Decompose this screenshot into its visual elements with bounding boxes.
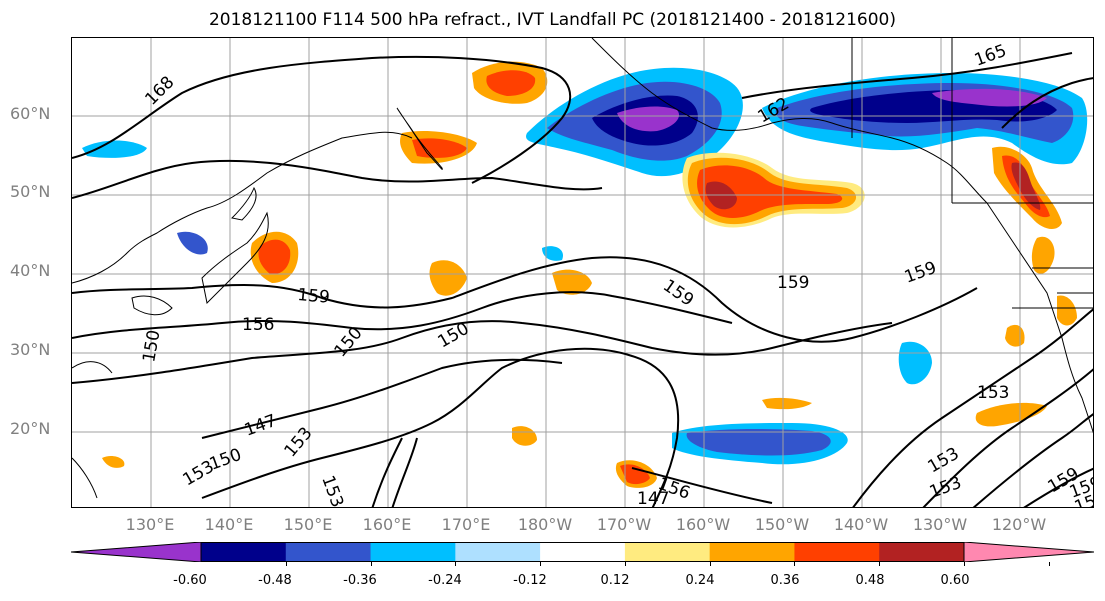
- colorbar-tick-label: -0.36: [343, 573, 377, 588]
- map-panel: 168 165 162 159 159 159 156 159 150 150 147 150 153 1…: [71, 37, 1094, 508]
- lat-label: 60°N: [10, 104, 51, 123]
- contour-label: 159: [777, 273, 809, 293]
- contour-label: 153: [281, 423, 317, 461]
- colorbar-segment: [624, 542, 711, 562]
- contour-label: 156: [242, 315, 274, 335]
- colorbar-tick-label: 0.48: [855, 573, 885, 588]
- lon-label: 170°E: [441, 515, 491, 534]
- colorbar-tick-label: -0.60: [173, 573, 207, 588]
- map-title: 2018121100 F114 500 hPa refract., IVT La…: [208, 10, 896, 30]
- colorbar-tick: [794, 562, 796, 566]
- contour-label: 159: [659, 276, 697, 311]
- colorbar-tick-label: 0.36: [770, 573, 800, 588]
- contour-label: 159: [297, 285, 331, 308]
- lon-label: 140°W: [833, 515, 889, 534]
- colorbar-segment: [709, 542, 795, 562]
- lat-label: 50°N: [10, 182, 51, 201]
- colorbar-tick-label: -0.48: [258, 573, 292, 588]
- colorbar-tick: [709, 562, 711, 566]
- contour-label: 153: [927, 473, 964, 503]
- contour-label: 150: [139, 328, 164, 363]
- colorbar-tick: [624, 562, 626, 566]
- contour-label: 147: [637, 489, 669, 508]
- colorbar-tick: [964, 562, 965, 566]
- colorbar-tick: [540, 562, 542, 566]
- colorbar-tick-label: 0.24: [685, 573, 715, 588]
- refractivity-shading: [82, 61, 1088, 488]
- coastlines: [72, 38, 1093, 499]
- lat-label: 40°N: [10, 261, 51, 280]
- lon-label: 130°E: [125, 515, 175, 534]
- colorbar-segment: [794, 542, 880, 562]
- colorbar-tick-label: 0.12: [600, 573, 630, 588]
- graticule: [72, 38, 1093, 507]
- contour-label: 153: [317, 473, 347, 508]
- lat-label: 30°N: [10, 340, 51, 359]
- lon-label: 170°W: [596, 515, 652, 534]
- colorbar-tick: [455, 562, 457, 566]
- colorbar: [71, 542, 1094, 562]
- geopotential-contours: [72, 52, 1093, 507]
- lon-label: 160°W: [675, 515, 731, 534]
- colorbar-extend-high: [963, 542, 1094, 562]
- contour-label: 147: [242, 411, 279, 441]
- contour-label: 159: [902, 258, 939, 288]
- lon-label: 160°E: [362, 515, 412, 534]
- lon-label: 180°W: [517, 515, 573, 534]
- colorbar-extend-low: [71, 542, 202, 562]
- contour-label: 168: [141, 72, 178, 109]
- colorbar-segment: [285, 542, 372, 562]
- lon-label: 150°E: [283, 515, 333, 534]
- colorbar-tick: [879, 562, 881, 566]
- colorbar-tick: [370, 562, 372, 566]
- contour-label: 153: [977, 383, 1009, 403]
- colorbar-segment: [201, 542, 287, 562]
- lon-label: 150°W: [754, 515, 810, 534]
- colorbar-segment: [455, 542, 541, 562]
- colorbar-frame: [200, 542, 965, 562]
- colorbar-tick: [285, 562, 287, 566]
- lon-label: 120°W: [991, 515, 1047, 534]
- colorbar-segment: [540, 542, 626, 562]
- colorbar-segment: [370, 542, 456, 562]
- colorbar-tick-label: 0.60: [940, 573, 970, 588]
- lat-label: 20°N: [10, 419, 51, 438]
- colorbar-segment: [879, 542, 965, 562]
- lon-label: 130°W: [912, 515, 968, 534]
- colorbar-tick-label: -0.24: [428, 573, 462, 588]
- colorbar-tick-label: -0.12: [513, 573, 547, 588]
- lon-label: 140°E: [204, 515, 254, 534]
- colorbar-tick: [1048, 562, 1050, 566]
